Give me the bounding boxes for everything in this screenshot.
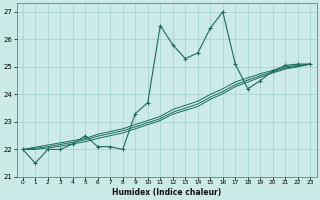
X-axis label: Humidex (Indice chaleur): Humidex (Indice chaleur): [112, 188, 221, 197]
